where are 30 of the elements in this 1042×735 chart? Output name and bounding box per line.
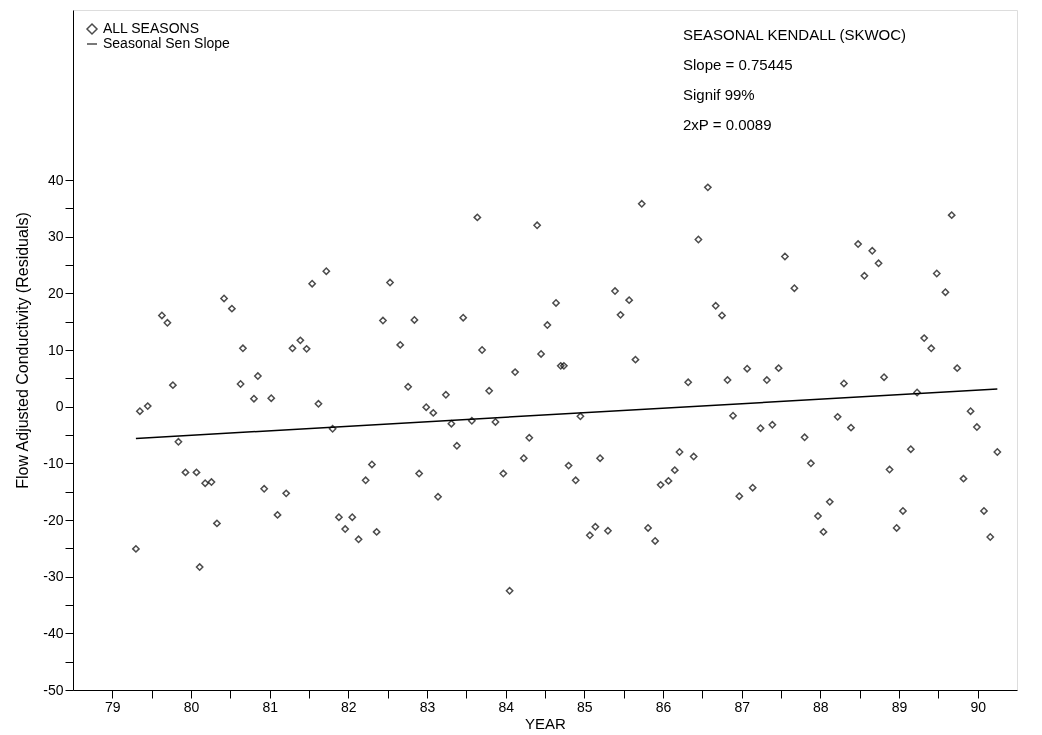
y-tick-label: -30 xyxy=(43,568,64,585)
annotation: SEASONAL KENDALL (SKWOC) xyxy=(683,26,907,43)
x-tick-label: 85 xyxy=(577,698,593,715)
y-tick-label: 40 xyxy=(47,171,64,188)
x-tick-label: 84 xyxy=(498,698,515,715)
y-axis-title: Flow Adjusted Conductivity (Residuals) xyxy=(14,212,32,489)
legend-label: Seasonal Sen Slope xyxy=(103,35,231,51)
y-tick-label: -20 xyxy=(43,511,64,528)
y-tick-label: -40 xyxy=(43,624,64,641)
x-tick-label: 90 xyxy=(970,698,987,715)
x-tick-label: 86 xyxy=(655,698,672,715)
y-tick-label: -10 xyxy=(43,454,64,471)
legend-label: ALL SEASONS xyxy=(103,20,199,36)
y-tick-label: 10 xyxy=(47,341,64,358)
annotation: Signif 99% xyxy=(683,86,755,103)
annotation: Slope = 0.75445 xyxy=(683,56,793,73)
x-tick-label: 88 xyxy=(813,698,829,715)
y-tick-label: 20 xyxy=(47,284,64,301)
x-tick-label: 79 xyxy=(105,698,121,715)
x-tick-label: 89 xyxy=(891,698,908,715)
x-tick-label: 80 xyxy=(183,698,200,715)
y-tick-label: -50 xyxy=(43,681,64,698)
x-tick-label: 82 xyxy=(341,698,357,715)
x-tick-label: 87 xyxy=(734,698,751,715)
annotation: 2xP = 0.0089 xyxy=(683,116,772,133)
y-tick-label: 0 xyxy=(55,398,64,415)
x-tick-label: 81 xyxy=(262,698,279,715)
y-tick-label: 30 xyxy=(47,228,64,245)
x-tick-label: 83 xyxy=(419,698,436,715)
x-axis-title: YEAR xyxy=(525,714,567,732)
